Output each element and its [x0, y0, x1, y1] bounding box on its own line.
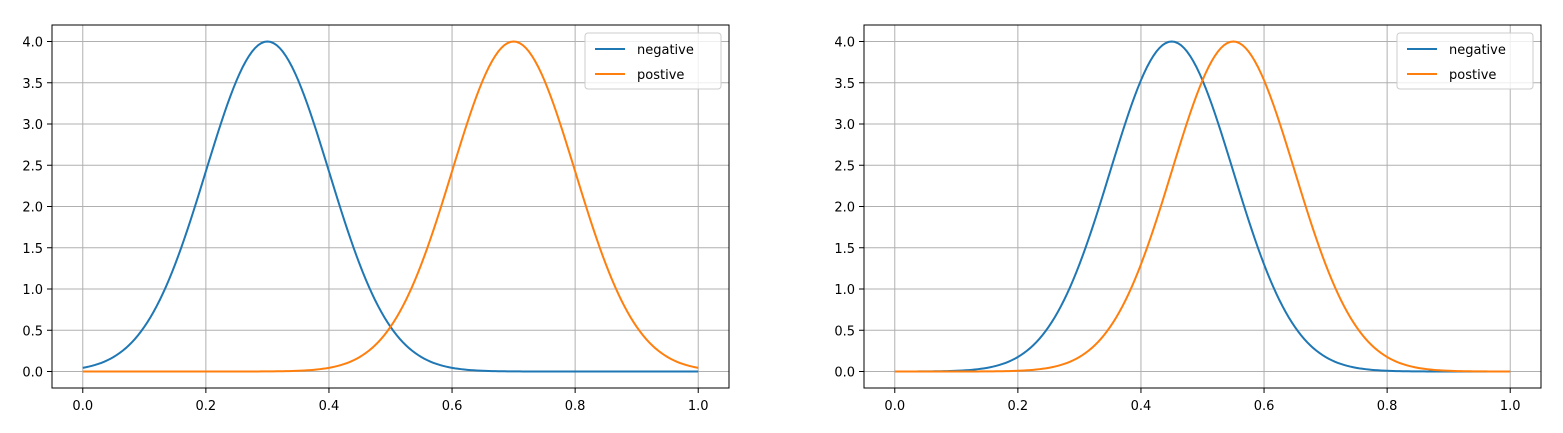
x-tick-label: 0.0: [72, 399, 93, 414]
x-tick-label: 0.4: [319, 399, 340, 414]
series-line-postive: [894, 40, 1511, 373]
chart-1: 0.0 0.2 0.4 0.6 0.8 1.0 0.0 0.5 1.0 1.5 2.0 2.5 3.0 3…: [22, 24, 730, 414]
y-tick-label: 1.0: [22, 283, 43, 298]
y-tick-label: 3.0: [834, 118, 855, 133]
y-tick-label: 1.5: [22, 242, 43, 257]
legend: negative postive: [584, 32, 722, 90]
legend-label-negative: negative: [1449, 43, 1506, 58]
y-tick-label: 4.0: [834, 36, 855, 51]
y-tick-label: 1.5: [834, 242, 855, 257]
y-tick-label: 4.0: [22, 36, 43, 51]
y-tick-label: 0.0: [834, 366, 855, 381]
x-tick-label: 1.0: [1500, 399, 1521, 414]
x-tick-label: 1.0: [688, 399, 709, 414]
y-tick-label: 3.0: [22, 118, 43, 133]
series-line-postive: [82, 40, 699, 373]
x-tick-label: 0.6: [442, 399, 463, 414]
x-tick-label: 0.2: [1008, 399, 1029, 414]
y-tick-label: 2.0: [22, 201, 43, 216]
y-tick-label: 3.5: [22, 77, 43, 92]
y-tick-label: 3.5: [834, 77, 855, 92]
y-tick-label: 0.5: [834, 324, 855, 339]
y-tick-label: 2.5: [22, 159, 43, 174]
x-tick-label: 0.6: [1254, 399, 1275, 414]
legend-label-postive: postive: [637, 68, 684, 83]
y-tick-label: 0.0: [22, 366, 43, 381]
y-tick-label: 2.0: [834, 201, 855, 216]
legend: negative postive: [1396, 32, 1534, 90]
x-tick-label: 0.0: [884, 399, 905, 414]
y-tick-label: 2.5: [834, 159, 855, 174]
x-tick-label: 0.8: [1377, 399, 1398, 414]
x-tick-label: 0.2: [196, 399, 217, 414]
y-tick-label: 0.5: [22, 324, 43, 339]
chart-2: 0.0 0.2 0.4 0.6 0.8 1.0 0.0 0.5 1.0 1.5 2.0 2.5 3.0 3…: [834, 24, 1542, 414]
legend-label-negative: negative: [637, 43, 694, 58]
x-tick-label: 0.8: [565, 399, 586, 414]
legend-label-postive: postive: [1449, 68, 1496, 83]
x-tick-label: 0.4: [1131, 399, 1152, 414]
y-tick-label: 1.0: [834, 283, 855, 298]
